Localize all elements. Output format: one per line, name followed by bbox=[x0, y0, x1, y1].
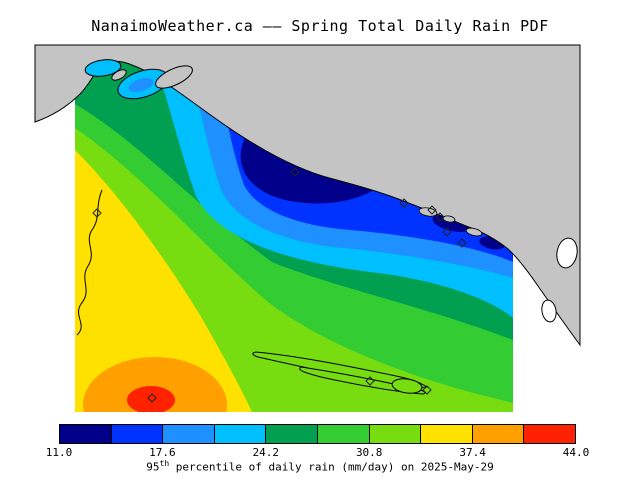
ocean-inlet-outside-domain bbox=[556, 237, 578, 269]
station-diamond-marker bbox=[92, 208, 102, 218]
station-diamond-marker bbox=[427, 205, 437, 215]
caption-rest: percentile of daily rain (mm/day) on 202… bbox=[169, 460, 494, 474]
contour-band-orange-max bbox=[83, 357, 227, 412]
inlet-water-deep bbox=[128, 78, 154, 92]
station-diamond-marker bbox=[457, 238, 467, 248]
coastal-islet bbox=[465, 227, 483, 237]
station-diamond-marker bbox=[435, 212, 445, 222]
peninsula bbox=[155, 65, 193, 89]
colorbar-cell bbox=[317, 425, 370, 443]
colorbar-cell bbox=[266, 425, 318, 443]
caption-superscript: th bbox=[159, 459, 170, 468]
colorbar-cell bbox=[472, 425, 525, 443]
gulf-island-outline bbox=[391, 378, 423, 394]
ocean-inlet-outside-domain bbox=[541, 299, 557, 323]
colorbar-cell bbox=[163, 425, 215, 443]
colorbar-cell bbox=[421, 425, 473, 443]
colorbar-cell bbox=[369, 425, 422, 443]
station-diamond-marker bbox=[442, 227, 452, 237]
chart-title: NanaimoWeather.ca —— Spring Total Daily … bbox=[91, 17, 549, 35]
colorbar-cell bbox=[111, 425, 164, 443]
colorbar-cell bbox=[60, 425, 112, 443]
station-diamond-marker bbox=[399, 198, 409, 208]
colorbar-cell bbox=[214, 425, 267, 443]
station-markers bbox=[92, 167, 467, 403]
coastline-island-shore bbox=[76, 189, 103, 336]
inlet-water bbox=[84, 59, 122, 77]
caption-base: 95 bbox=[146, 460, 160, 474]
colorbar-cell bbox=[524, 425, 575, 443]
islet bbox=[111, 69, 127, 81]
colorbar bbox=[59, 424, 576, 444]
station-diamond-marker bbox=[365, 376, 375, 386]
station-diamond-marker bbox=[422, 385, 432, 395]
station-diamond-marker bbox=[147, 393, 157, 403]
station-diamond-marker bbox=[290, 167, 300, 177]
chart-caption: 95th percentile of daily rain (mm/day) o… bbox=[0, 459, 640, 474]
contour-core-red-max bbox=[127, 386, 175, 412]
